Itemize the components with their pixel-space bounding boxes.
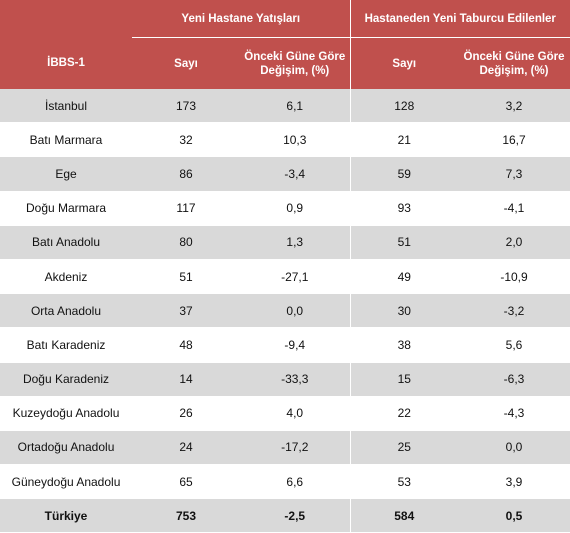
value-cell: 3,9 [458,464,570,500]
value-cell: 26 [132,396,240,431]
column-header: Sayı [132,37,240,89]
value-cell: 32 [132,122,240,158]
table-row: Ege 86 -3,4 59 7,3 [0,156,570,192]
value-cell: -9,4 [240,327,351,363]
region-cell: Batı Karadeniz [0,327,132,363]
region-cell: Güneydoğu Anadolu [0,464,132,500]
value-cell: 22 [350,396,459,431]
value-cell: 14 [132,362,240,397]
value-cell: 117 [132,191,240,226]
value-cell: 65 [132,464,240,500]
value-cell: 59 [350,156,459,192]
table-row: Orta Anadolu 37 0,0 30 -3,2 [0,293,570,329]
column-header-row: İBBS-1 Sayı Önceki Güne Göre Değişim, (%… [0,37,570,89]
region-cell: Batı Marmara [0,122,132,158]
column-header: Sayı [350,37,459,89]
value-cell: 3,2 [458,89,570,124]
region-cell: Kuzeydoğu Anadolu [0,396,132,431]
table-row: Batı Karadeniz 48 -9,4 38 5,6 [0,327,570,363]
value-cell: 86 [132,156,240,192]
value-cell: 5,6 [458,327,570,363]
value-cell: -2,5 [240,498,351,533]
value-cell: 21 [350,122,459,158]
region-cell: Doğu Karadeniz [0,362,132,397]
value-cell: 7,3 [458,156,570,192]
value-cell: 0,0 [240,293,351,329]
column-header: İBBS-1 [0,37,132,89]
column-header: Önceki Güne Göre Değişim, (%) [240,37,351,89]
column-header: Önceki Güne Göre Değişim, (%) [458,37,570,89]
value-cell: 48 [132,327,240,363]
table-row: Akdeniz 51 -27,1 49 -10,9 [0,259,570,295]
table-row: Batı Anadolu 80 1,3 51 2,0 [0,225,570,260]
value-cell: 10,3 [240,122,351,158]
value-cell: 30 [350,293,459,329]
value-cell: -10,9 [458,259,570,295]
table-row: İstanbul 173 6,1 128 3,2 [0,89,570,124]
value-cell: 6,6 [240,464,351,500]
region-cell: Türkiye [0,498,132,533]
value-cell: -4,1 [458,191,570,226]
value-cell: 80 [132,225,240,260]
value-cell: -33,3 [240,362,351,397]
value-cell: 173 [132,89,240,124]
region-cell: Batı Anadolu [0,225,132,260]
value-cell: 51 [132,259,240,295]
value-cell: 128 [350,89,459,124]
group-header: Hastaneden Yeni Taburcu Edilenler [350,0,570,38]
value-cell: 38 [350,327,459,363]
table-head: Yeni Hastane Yatışları Hastaneden Yeni T… [0,0,570,89]
value-cell: -17,2 [240,430,351,466]
value-cell: 16,7 [458,122,570,158]
blank-header [0,0,132,38]
value-cell: -6,3 [458,362,570,397]
value-cell: 2,0 [458,225,570,260]
value-cell: 0,9 [240,191,351,226]
region-cell: Orta Anadolu [0,293,132,329]
value-cell: -4,3 [458,396,570,431]
value-cell: 584 [350,498,459,533]
value-cell: 93 [350,191,459,226]
value-cell: -3,4 [240,156,351,192]
value-cell: 0,5 [458,498,570,533]
table-row: Güneydoğu Anadolu 65 6,6 53 3,9 [0,464,570,500]
table-row: Doğu Karadeniz 14 -33,3 15 -6,3 [0,362,570,397]
table-row: Kuzeydoğu Anadolu 26 4,0 22 -4,3 [0,396,570,431]
value-cell: 753 [132,498,240,533]
table-body: İstanbul 173 6,1 128 3,2 Batı Marmara 32 10,3 21… [0,89,570,533]
value-cell: -27,1 [240,259,351,295]
value-cell: 15 [350,362,459,397]
group-header-row: Yeni Hastane Yatışları Hastaneden Yeni T… [0,0,570,38]
value-cell: 53 [350,464,459,500]
region-cell: İstanbul [0,89,132,124]
value-cell: 4,0 [240,396,351,431]
table-row: Doğu Marmara 117 0,9 93 -4,1 [0,191,570,226]
region-cell: Ortadoğu Anadolu [0,430,132,466]
table-row: Batı Marmara 32 10,3 21 16,7 [0,122,570,158]
group-header: Yeni Hastane Yatışları [132,0,351,38]
region-cell: Akdeniz [0,259,132,295]
table-row: Türkiye 753 -2,5 584 0,5 [0,498,570,533]
value-cell: 51 [350,225,459,260]
value-cell: 25 [350,430,459,466]
value-cell: 49 [350,259,459,295]
value-cell: 37 [132,293,240,329]
region-cell: Doğu Marmara [0,191,132,226]
value-cell: -3,2 [458,293,570,329]
table-row: Ortadoğu Anadolu 24 -17,2 25 0,0 [0,430,570,466]
region-cell: Ege [0,156,132,192]
value-cell: 6,1 [240,89,351,124]
value-cell: 0,0 [458,430,570,466]
value-cell: 1,3 [240,225,351,260]
value-cell: 24 [132,430,240,466]
